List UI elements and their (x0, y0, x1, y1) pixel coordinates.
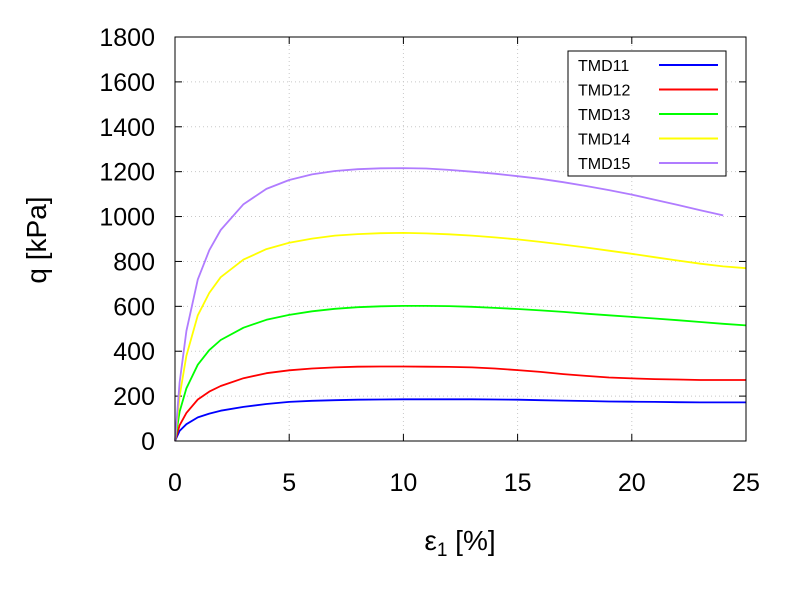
legend-label-tmd11: TMD11 (578, 58, 629, 75)
series-line-tmd14 (174, 231, 747, 442)
series-line-tmd11 (174, 398, 746, 442)
legend-label-tmd13: TMD13 (578, 107, 631, 124)
x-tick-label: 0 (168, 469, 182, 497)
y-tick-label: 800 (113, 248, 155, 276)
legend-label-tmd15: TMD15 (578, 156, 631, 173)
legend: TMD11 TMD12 TMD13 TMD14 TMD15 (567, 50, 727, 177)
y-tick-labels: 0 200 400 600 800 1000 1200 1400 1600 1800 (99, 24, 155, 456)
y-tick-label: 1400 (99, 114, 155, 142)
y-tick-label: 1200 (99, 159, 155, 187)
x-tick-label: 10 (389, 469, 417, 497)
series-line-tmd15 (174, 167, 724, 442)
y-tick-label: 200 (113, 383, 155, 411)
y-tick-label: 1600 (99, 69, 155, 97)
x-axis-symbol: ε (424, 525, 436, 556)
y-tick-label: 400 (113, 338, 155, 366)
y-tick-label: 1000 (99, 204, 155, 232)
x-tick-label: 5 (282, 469, 296, 497)
plot-frame (174, 36, 747, 442)
x-tick-labels: 0 5 10 15 20 25 (168, 469, 760, 497)
x-tick-label: 20 (618, 469, 646, 497)
x-axis-unit: [%] (447, 525, 495, 556)
y-tick-label: 0 (141, 428, 155, 456)
y-tick-label: 600 (113, 293, 155, 321)
series-layer (174, 167, 747, 442)
x-axis-subscript: 1 (437, 540, 448, 561)
y-axis-title: q [kPa] (21, 196, 52, 283)
legend-label-tmd12: TMD12 (578, 83, 631, 100)
series-line-tmd12 (174, 365, 746, 442)
y-tick-label: 1800 (99, 24, 155, 52)
x-tick-label: 15 (504, 469, 532, 497)
x-axis-title: ε1 [%] (424, 525, 495, 561)
series-line-tmd13 (174, 304, 747, 442)
x-tick-label: 25 (732, 469, 760, 497)
legend-label-tmd14: TMD14 (578, 132, 631, 149)
